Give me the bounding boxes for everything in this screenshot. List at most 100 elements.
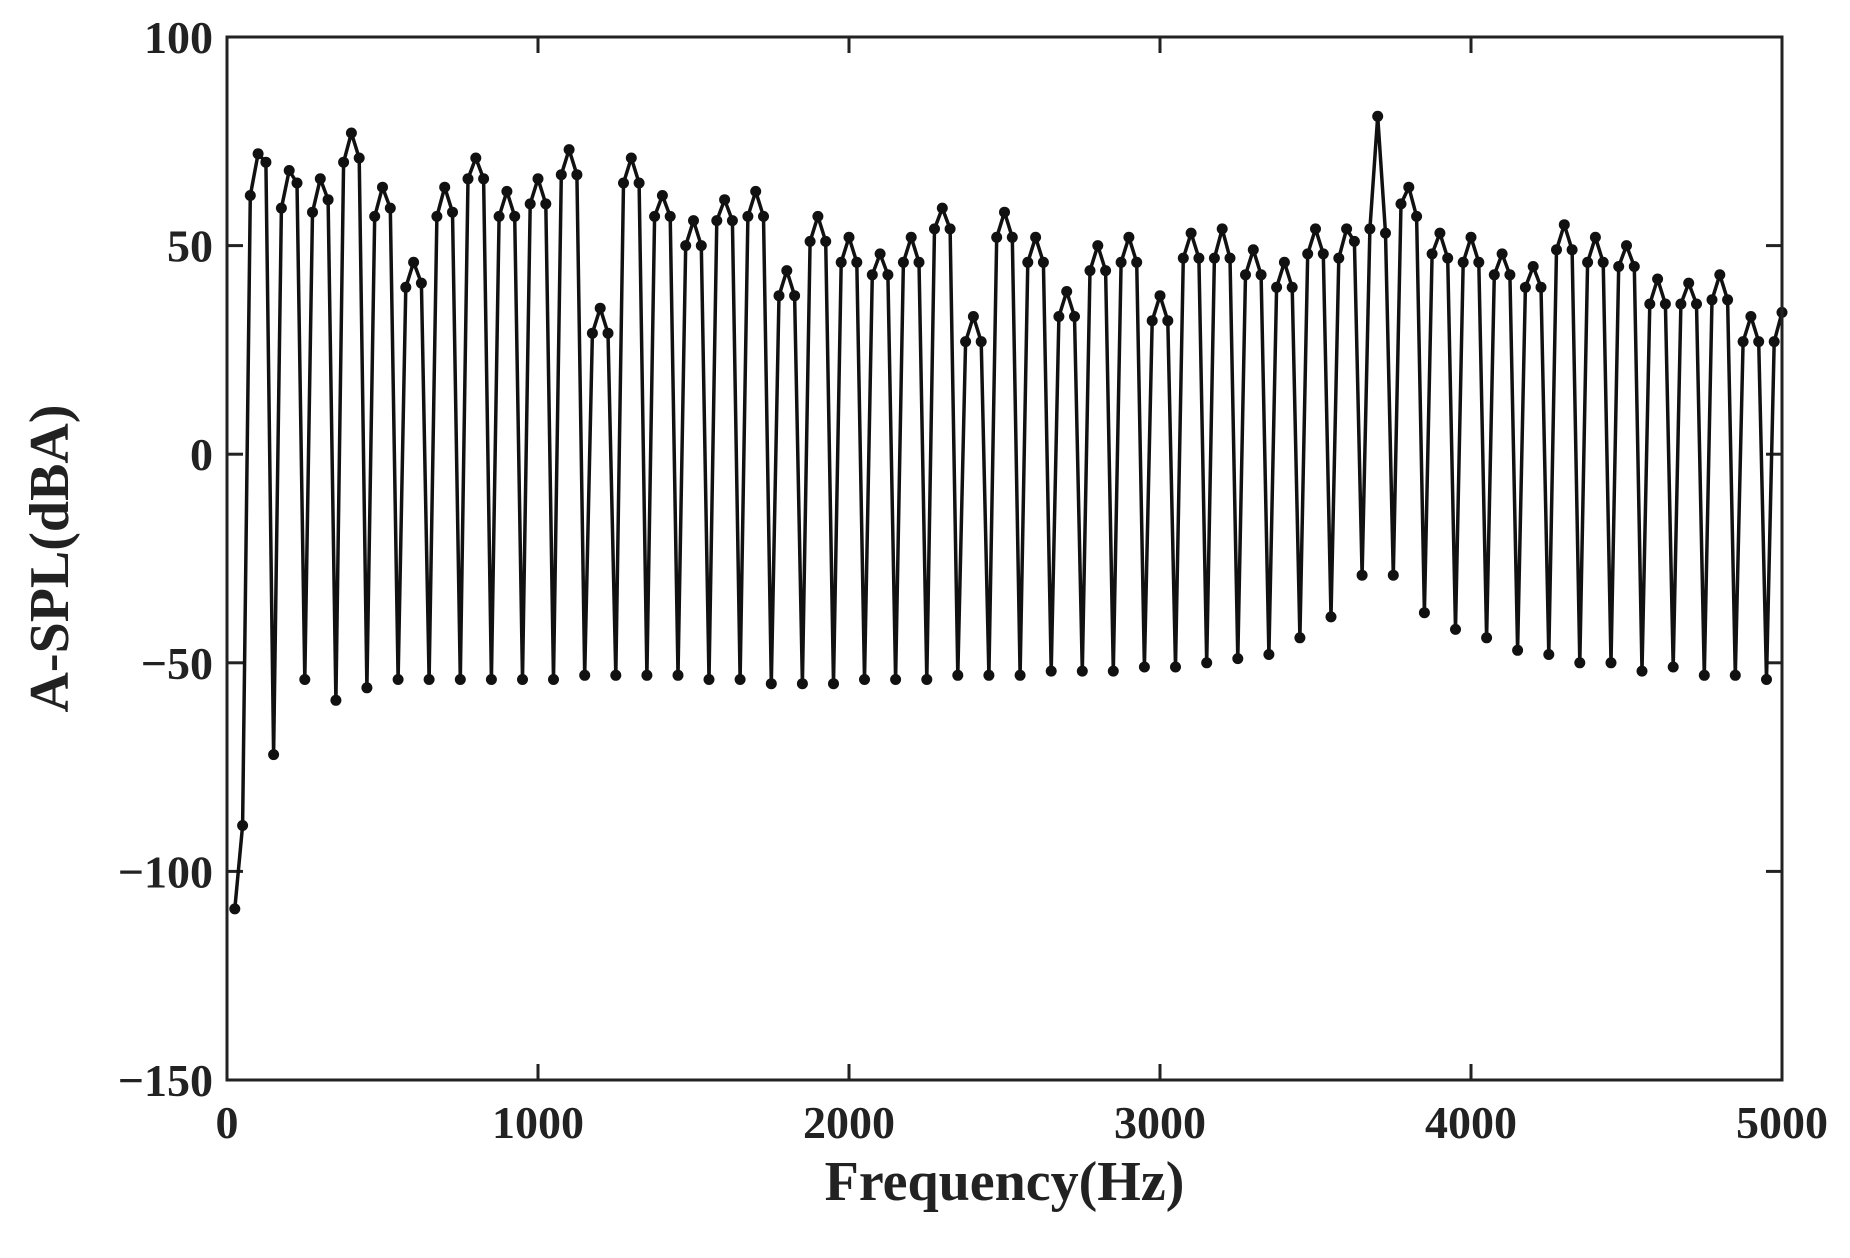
data-point [299,674,311,685]
data-point [1551,244,1562,256]
data-point [1434,227,1446,239]
data-point [1247,244,1259,256]
data-point [1628,261,1640,272]
data-point [991,231,1003,243]
data-point [400,281,412,293]
data-point [1286,281,1298,293]
data-point [1107,665,1119,677]
data-point [1076,665,1088,677]
data-point [1154,290,1166,302]
data-point [1722,294,1734,306]
data-point [1675,298,1687,310]
data-point [555,169,567,181]
data-point [1465,231,1477,243]
data-point [1294,632,1306,644]
data-point [726,215,738,227]
data-point [905,231,917,243]
data-point [345,127,357,139]
data-point [1613,261,1625,272]
data-point [517,674,528,685]
y-tick-label: −150 [118,1055,213,1106]
data-point [664,210,676,222]
data-point [882,269,894,281]
data-point [1123,231,1135,243]
data-point [789,290,801,302]
data-point [688,215,699,227]
data-point [392,674,404,685]
data-point [618,177,629,189]
data-point [447,206,458,218]
data-point [796,678,808,690]
data-point [859,674,870,685]
data-point [1737,336,1749,348]
data-point [1768,336,1780,348]
data-point [695,240,707,252]
data-point [765,678,777,690]
data-point [1069,311,1080,322]
data-point [1403,181,1415,193]
data-point [680,240,692,252]
data-point [571,169,583,181]
data-point [1527,261,1539,272]
data-point [641,669,653,681]
data-point [866,269,878,281]
data-point [804,235,816,247]
data-point [524,198,536,210]
data-point [1208,252,1220,264]
data-point [268,749,280,761]
data-point [361,682,373,694]
data-point [944,223,956,235]
data-point [1644,298,1656,310]
data-point [540,198,552,210]
data-point [921,674,933,685]
data-point [672,669,684,681]
data-point [1325,611,1337,623]
x-tick-label: 3000 [1114,1097,1206,1148]
data-point [244,190,256,201]
data-point [470,152,482,164]
data-point [1745,311,1757,322]
data-point [1566,244,1578,256]
data-point [338,156,350,168]
data-point [1621,240,1632,252]
data-point [1426,248,1438,260]
data-point [1341,223,1353,235]
data-point [1224,252,1236,264]
data-point [1504,269,1516,281]
data-point [1457,256,1469,268]
data-point [1333,252,1345,264]
data-point [369,210,381,222]
data-point [283,165,295,176]
data-point [1597,256,1609,268]
data-point [548,674,559,685]
data-point [1216,223,1228,235]
data-point [1053,311,1065,322]
data-point [330,694,342,706]
data-point [1387,569,1399,581]
data-point [952,669,964,681]
series-line-0 [233,114,1784,910]
data-point [1753,336,1765,348]
axis-ticks [225,35,1784,1082]
data-point [758,210,769,222]
data-point [1302,248,1314,260]
data-point [967,311,979,322]
data-point [1356,569,1368,581]
data-point [1411,210,1423,222]
data-point [1146,315,1158,327]
data-point [384,202,396,214]
data-point [563,144,575,156]
data-point [252,148,264,160]
data-point [322,194,334,206]
data-point [1193,252,1205,264]
data-point [625,152,637,164]
data-point [1185,227,1197,239]
data-point [485,674,497,685]
data-point [1636,665,1648,677]
data-point [1496,248,1508,260]
x-tick-label: 5000 [1736,1097,1828,1148]
x-tick-labels: 0 1000 2000 3000 4000 5000 [216,1097,1829,1148]
data-point [1255,269,1267,281]
data-point [1100,265,1112,277]
